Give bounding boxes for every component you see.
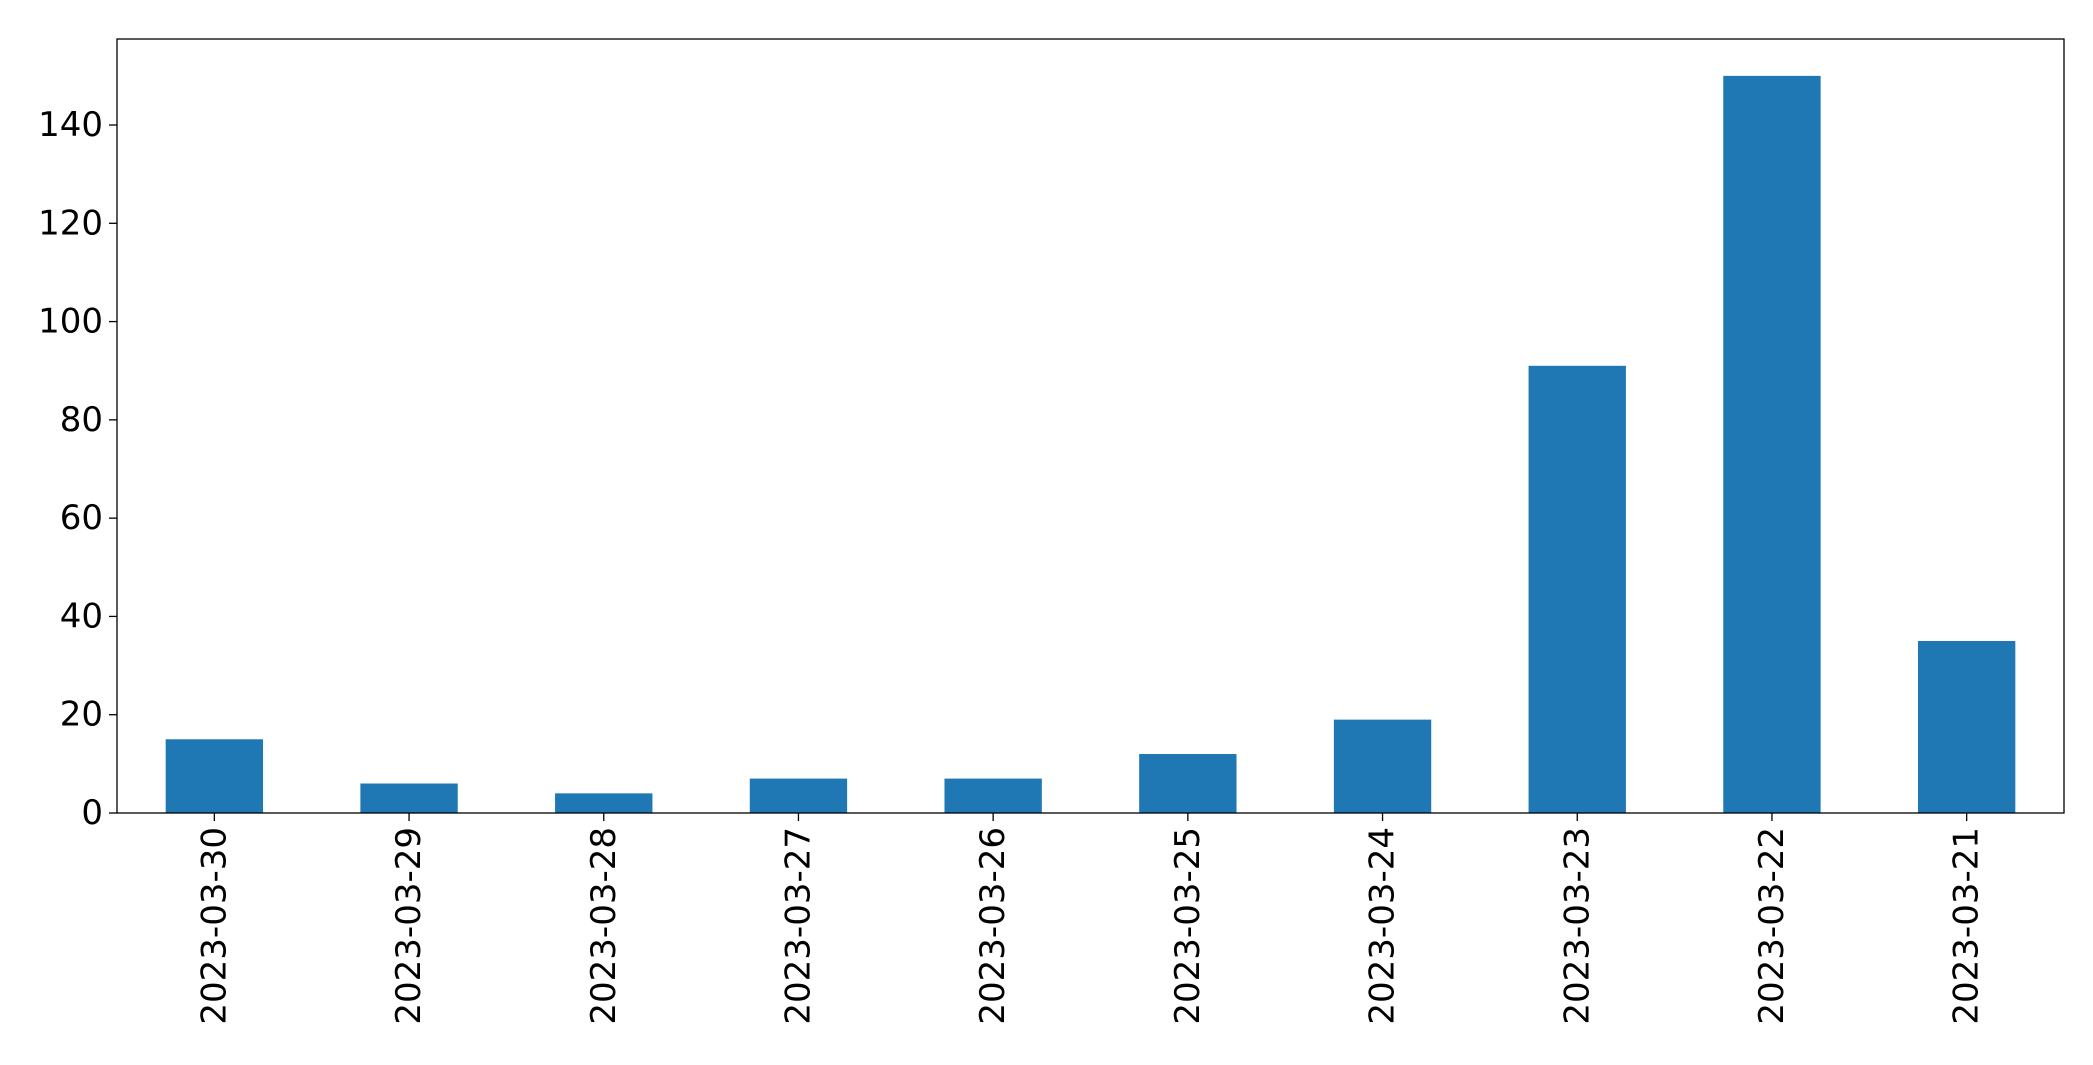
- bar: [555, 793, 653, 813]
- y-tick-label: 40: [60, 596, 103, 636]
- x-tick-label: 2023-03-28: [584, 827, 624, 1025]
- x-tick-label: 2023-03-22: [1752, 827, 1792, 1025]
- bar: [1917, 641, 2016, 813]
- x-tick-label: 2023-03-24: [1363, 827, 1403, 1025]
- y-tick-label: 120: [38, 203, 103, 243]
- y-tick-label: 80: [60, 400, 103, 440]
- bar: [1528, 365, 1626, 813]
- x-tick-label: 2023-03-30: [194, 827, 234, 1025]
- bar: [1333, 719, 1432, 813]
- bar: [1139, 754, 1237, 813]
- y-tick-label: 100: [38, 302, 103, 342]
- y-tick-label: 140: [38, 105, 103, 145]
- x-tick-label: 2023-03-27: [778, 827, 818, 1025]
- x-tick-label: 2023-03-21: [1947, 827, 1987, 1025]
- y-tick-label: 0: [81, 793, 103, 833]
- bar: [944, 778, 1042, 813]
- bar: [1723, 75, 1821, 814]
- y-tick-label: 20: [60, 695, 103, 735]
- bar: [749, 778, 848, 813]
- y-tick-label: 60: [60, 498, 103, 538]
- x-tick-label: 2023-03-29: [389, 827, 429, 1025]
- bar: [165, 739, 264, 813]
- x-tick-label: 2023-03-26: [973, 827, 1013, 1025]
- x-tick-label: 2023-03-23: [1557, 827, 1597, 1025]
- x-tick-label: 2023-03-25: [1168, 827, 1208, 1025]
- plot-frame: [116, 38, 2065, 814]
- bar: [360, 783, 458, 813]
